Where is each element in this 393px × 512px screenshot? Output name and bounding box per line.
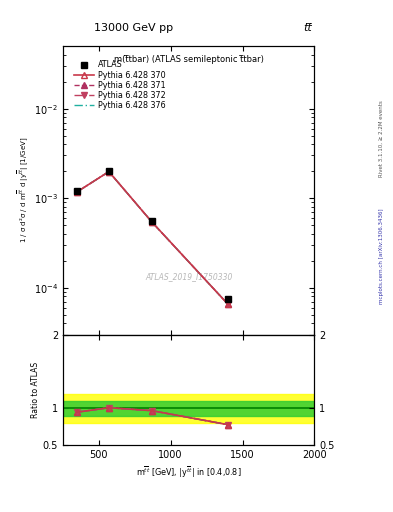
Line: Pythia 6.428 372: Pythia 6.428 372 <box>75 169 231 307</box>
Pythia 6.428 376 <box>107 168 111 175</box>
Text: tt̅: tt̅ <box>304 23 312 33</box>
Pythia 6.428 371 <box>75 188 80 195</box>
Pythia 6.428 371 <box>150 219 154 225</box>
Pythia 6.428 371 <box>226 302 231 308</box>
Pythia 6.428 372 <box>75 188 80 195</box>
Line: Pythia 6.428 371: Pythia 6.428 371 <box>75 169 231 307</box>
Pythia 6.428 376 <box>75 188 80 195</box>
Text: 13000 GeV pp: 13000 GeV pp <box>94 23 173 33</box>
Text: m(t̅tbar) (ATLAS semileptonic t̅tbar): m(t̅tbar) (ATLAS semileptonic t̅tbar) <box>114 55 264 63</box>
Bar <box>63 394 314 423</box>
Y-axis label: 1 / σ d²σ / d m$^{\overline{t}t}$ d |y$^{\overline{t}t}$| [1/GeV]: 1 / σ d²σ / d m$^{\overline{t}t}$ d |y$^… <box>17 137 31 244</box>
ATLAS <box>226 296 231 302</box>
Text: ATLAS_2019_I1750330: ATLAS_2019_I1750330 <box>145 272 232 281</box>
Pythia 6.428 376 <box>150 219 154 225</box>
Line: Pythia 6.428 370: Pythia 6.428 370 <box>75 169 231 307</box>
Line: ATLAS: ATLAS <box>74 168 231 303</box>
Y-axis label: Ratio to ATLAS: Ratio to ATLAS <box>31 362 40 418</box>
Line: Pythia 6.428 376: Pythia 6.428 376 <box>77 172 228 305</box>
X-axis label: m$^{\overline{t}t}$ [GeV], |y$^{\overline{t}t}$| in [0.4,0.8]: m$^{\overline{t}t}$ [GeV], |y$^{\overlin… <box>136 464 241 480</box>
Pythia 6.428 370 <box>75 188 80 195</box>
Text: mcplots.cern.ch [arXiv:1306.3436]: mcplots.cern.ch [arXiv:1306.3436] <box>379 208 384 304</box>
Pythia 6.428 372 <box>226 302 231 308</box>
ATLAS <box>75 188 80 194</box>
Pythia 6.428 376 <box>226 302 231 308</box>
Text: Rivet 3.1.10, ≥ 2.2M events: Rivet 3.1.10, ≥ 2.2M events <box>379 100 384 177</box>
ATLAS <box>107 168 111 174</box>
Legend: ATLAS, Pythia 6.428 370, Pythia 6.428 371, Pythia 6.428 372, Pythia 6.428 376: ATLAS, Pythia 6.428 370, Pythia 6.428 37… <box>72 59 167 112</box>
Pythia 6.428 372 <box>107 168 111 175</box>
Pythia 6.428 370 <box>107 168 111 175</box>
Pythia 6.428 371 <box>107 168 111 175</box>
Pythia 6.428 370 <box>226 302 231 308</box>
ATLAS <box>150 218 154 224</box>
Pythia 6.428 370 <box>150 219 154 225</box>
Bar <box>63 401 314 416</box>
Pythia 6.428 372 <box>150 219 154 225</box>
